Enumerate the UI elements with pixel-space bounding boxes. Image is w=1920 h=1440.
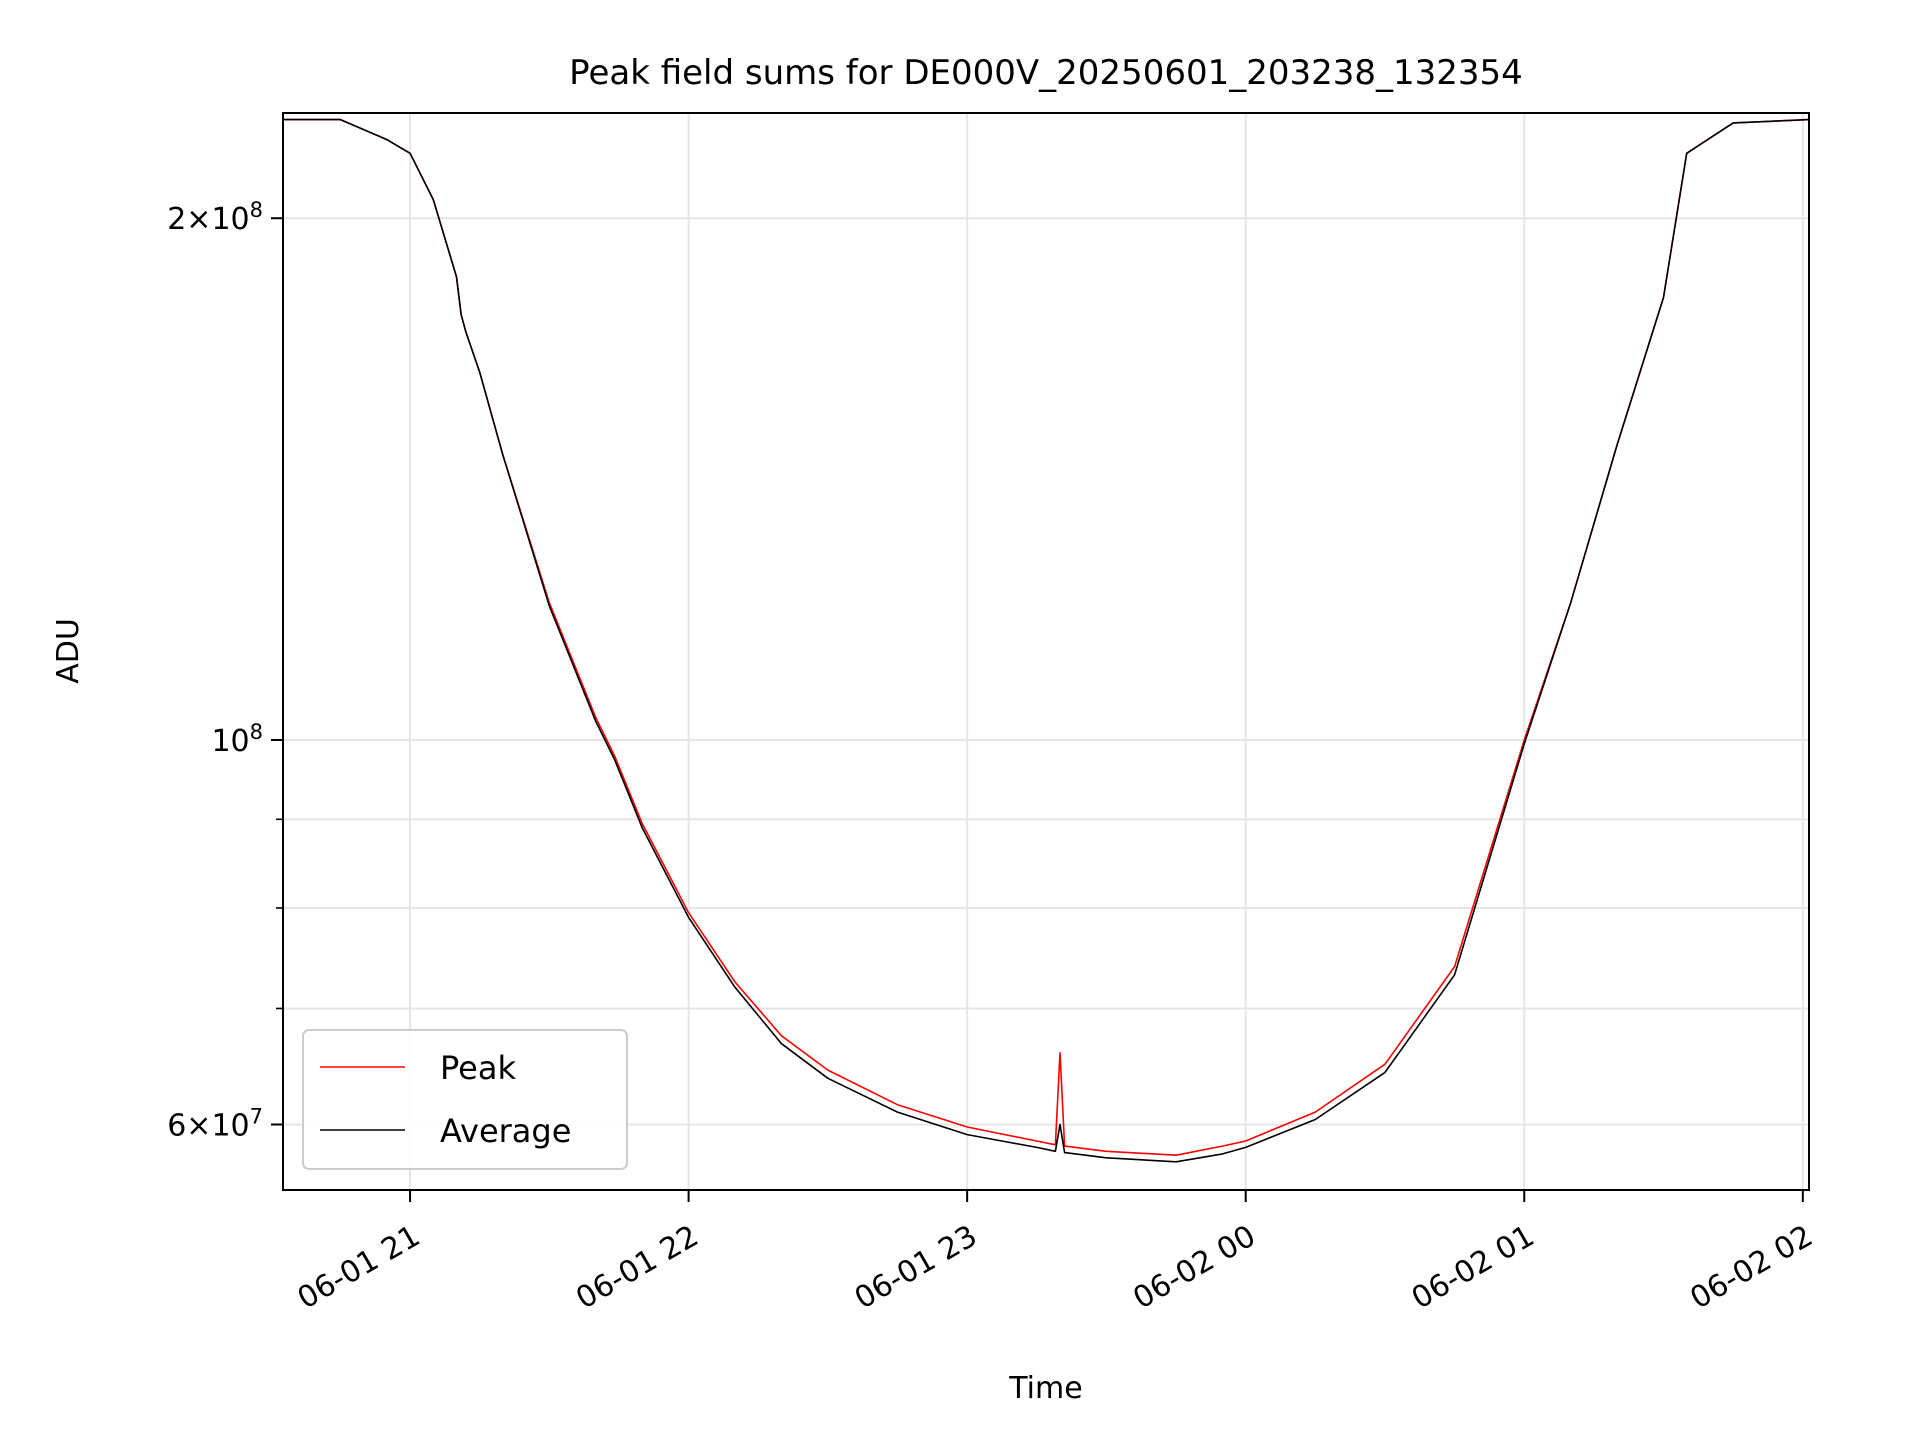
chart-title: Peak field sums for DE000V_20250601_2032… xyxy=(569,53,1523,93)
series-lines xyxy=(283,118,1810,1163)
plot-area-frame xyxy=(282,112,1810,1191)
series-line-average xyxy=(283,118,1810,1163)
legend: Peak Average xyxy=(302,1029,628,1170)
y-axis: 6×107 108 2×108 xyxy=(167,198,283,1144)
y-tick-label: 2×108 xyxy=(167,198,263,237)
y-tick-label: 6×107 xyxy=(167,1105,263,1144)
legend-label-average: Average xyxy=(440,1112,571,1150)
x-axis-label: Time xyxy=(1008,1371,1082,1406)
grid-lines xyxy=(283,113,1809,1190)
y-tick-label: 108 xyxy=(211,720,263,759)
legend-label-peak: Peak xyxy=(440,1049,516,1087)
y-axis-label: ADU xyxy=(51,618,86,684)
legend-box xyxy=(302,1029,628,1170)
